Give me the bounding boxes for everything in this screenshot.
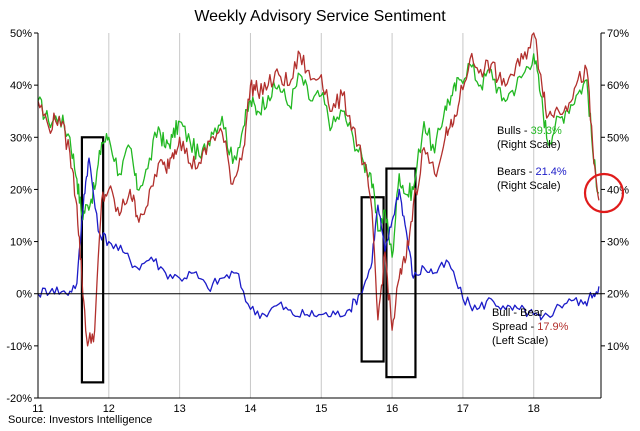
bulls-label: Bulls - 39.3% — [497, 125, 562, 137]
bears-label-main: Bears - — [497, 166, 536, 178]
x-tick-label: 15 — [315, 403, 327, 415]
left-tick-label: 0% — [16, 289, 32, 301]
highlight-box — [80, 136, 105, 384]
spread-label: Spread - 17.9% — [492, 321, 569, 333]
bulls-series-line — [37, 53, 600, 258]
tick-labels: 11 12 13 14 15 16 17 18 10% 20% 30% 40% 50% 60% 70% -20… — [6, 28, 629, 415]
left-tick-label: 50% — [10, 28, 32, 40]
spread-series-line — [37, 32, 600, 347]
series-lines — [37, 32, 600, 347]
axes — [34, 32, 605, 399]
left-tick-label: 30% — [10, 132, 32, 144]
spread-label-scale: (Left Scale) — [492, 335, 548, 347]
left-tick-label: 40% — [10, 80, 32, 92]
spread-label-main: Bull - Bear — [492, 307, 544, 319]
x-tick-label: 13 — [174, 403, 186, 415]
left-tick-label: 20% — [10, 184, 32, 196]
right-tick-label: 10% — [607, 341, 629, 353]
chart-title: Weekly Advisory Service Sentiment — [194, 8, 446, 25]
x-tick-label: 16 — [386, 403, 398, 415]
right-tick-label: 60% — [607, 80, 629, 92]
left-tick-label: 10% — [10, 237, 32, 249]
bears-label-value: 21.4% — [536, 166, 567, 178]
bulls-label-value: 39.3% — [531, 125, 562, 137]
left-tick-label: -20% — [6, 393, 32, 405]
spread-label-prefix: Spread - — [492, 321, 537, 333]
x-tick-label: 11 — [32, 403, 43, 415]
right-tick-label: 20% — [607, 289, 629, 301]
bulls-label-scale: (Right Scale) — [497, 139, 561, 151]
right-tick-label: 50% — [607, 132, 629, 144]
bears-label: Bears - 21.4% — [497, 166, 567, 178]
x-tick-label: 18 — [528, 403, 540, 415]
bears-label-scale: (Right Scale) — [497, 180, 561, 192]
highlight-boxes — [80, 136, 417, 384]
left-tick-label: -10% — [6, 341, 32, 353]
right-tick-label: 30% — [607, 237, 629, 249]
spread-label-value: 17.9% — [537, 321, 568, 333]
x-tick-label: 14 — [244, 403, 256, 415]
bulls-label-main: Bulls - — [497, 125, 531, 137]
highlight-box — [360, 196, 385, 363]
x-tick-label: 17 — [457, 403, 469, 415]
right-tick-label: 70% — [607, 28, 629, 40]
x-tick-label: 12 — [103, 403, 115, 415]
source-note: Source: Investors Intelligence — [8, 414, 153, 426]
right-tick-label: 40% — [607, 184, 629, 196]
latest-bears-highlight-circle — [583, 172, 625, 214]
bears-series-line — [37, 157, 600, 321]
gridlines — [37, 33, 535, 398]
